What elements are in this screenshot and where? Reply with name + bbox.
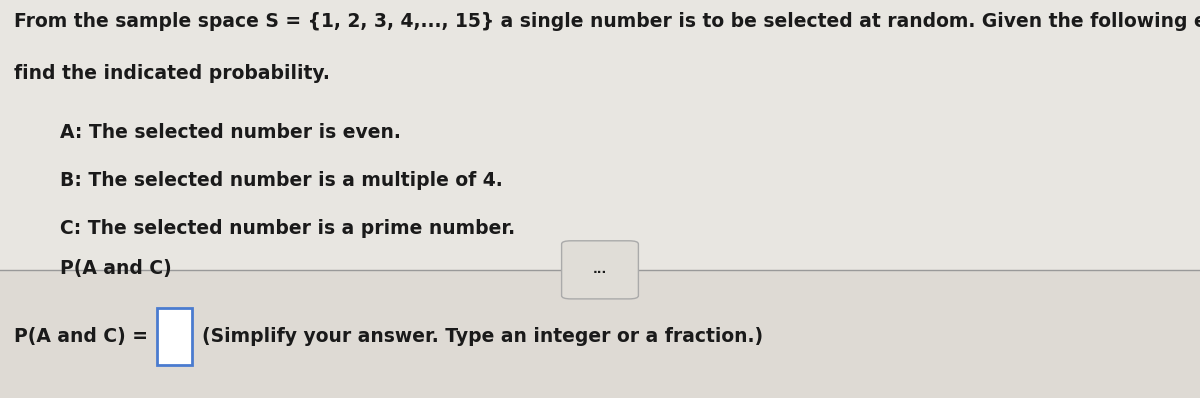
Text: ...: ... [593, 263, 607, 276]
FancyBboxPatch shape [0, 0, 1200, 270]
Text: P(A and C): P(A and C) [60, 259, 172, 278]
Text: From the sample space S = {1, 2, 3, 4,..., 15} a single number is to be selected: From the sample space S = {1, 2, 3, 4,..… [14, 12, 1200, 31]
Text: A: The selected number is even.: A: The selected number is even. [60, 123, 401, 142]
Text: B: The selected number is a multiple of 4.: B: The selected number is a multiple of … [60, 171, 503, 190]
FancyBboxPatch shape [157, 308, 192, 365]
Text: C: The selected number is a prime number.: C: The selected number is a prime number… [60, 219, 515, 238]
Text: (Simplify your answer. Type an integer or a fraction.): (Simplify your answer. Type an integer o… [202, 327, 763, 346]
Text: P(A and C) =: P(A and C) = [14, 327, 149, 346]
Text: find the indicated probability.: find the indicated probability. [14, 64, 330, 83]
FancyBboxPatch shape [0, 270, 1200, 398]
FancyBboxPatch shape [562, 241, 638, 299]
